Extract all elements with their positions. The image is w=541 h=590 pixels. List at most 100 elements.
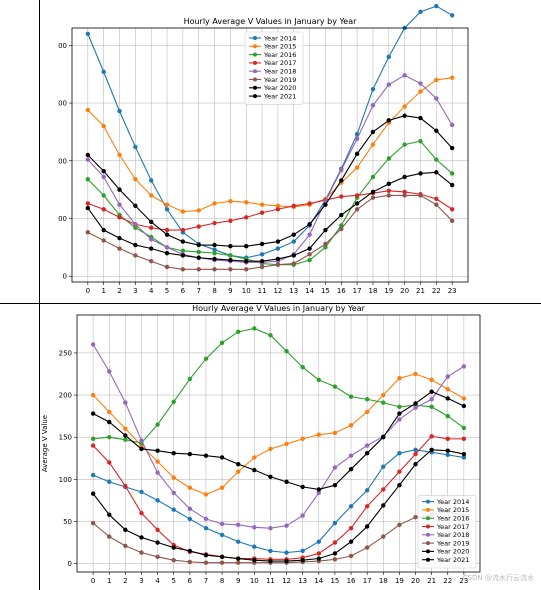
data-point <box>413 515 418 520</box>
data-point <box>413 451 418 457</box>
legend-entry: Year 2014 <box>422 498 469 506</box>
data-point <box>155 498 160 503</box>
x-tick-label: 23 <box>459 577 468 585</box>
data-point <box>196 242 201 248</box>
y-tick-label: 00 <box>58 157 67 165</box>
data-point <box>354 165 360 170</box>
x-tick-label: 18 <box>368 287 377 295</box>
y-tick-label: 50 <box>63 518 72 526</box>
x-tick-label: 13 <box>289 287 298 295</box>
data-point <box>101 123 106 129</box>
data-point <box>85 31 91 36</box>
data-point <box>397 469 402 474</box>
data-point <box>180 227 186 233</box>
data-point <box>117 187 122 192</box>
data-point <box>149 225 154 230</box>
legend-swatch-marker <box>253 36 257 40</box>
x-tick-label: 0 <box>86 287 90 295</box>
data-point <box>107 419 112 425</box>
data-point <box>228 218 233 224</box>
data-point <box>180 253 186 258</box>
data-point <box>164 250 170 256</box>
data-point <box>429 389 434 394</box>
data-point <box>85 205 91 211</box>
data-point <box>123 400 128 405</box>
data-point <box>461 455 467 460</box>
data-point <box>386 82 391 87</box>
x-tick-label: 4 <box>149 287 154 295</box>
data-point <box>180 209 186 214</box>
data-point <box>291 203 296 208</box>
data-point <box>123 527 128 533</box>
legend-label: Year 2021 <box>263 92 296 100</box>
data-point <box>348 553 354 559</box>
x-tick-label: 22 <box>443 577 452 585</box>
data-point <box>101 227 106 233</box>
series-line-year-2014 <box>87 5 453 259</box>
data-point <box>332 551 338 556</box>
data-point <box>284 523 289 528</box>
data-point <box>445 386 450 392</box>
data-point <box>268 548 273 554</box>
legend-label: Year 2017 <box>436 523 469 531</box>
data-point <box>133 203 138 208</box>
x-tick-label: 13 <box>298 577 307 585</box>
data-point <box>418 81 423 86</box>
data-point <box>259 210 265 215</box>
data-point <box>348 453 354 458</box>
legend-swatch-marker <box>426 516 430 521</box>
data-point <box>90 472 96 478</box>
data-point <box>434 157 439 162</box>
data-point <box>291 239 296 244</box>
data-point <box>90 392 96 398</box>
data-point <box>196 208 201 213</box>
data-point <box>85 107 91 113</box>
data-point <box>187 548 193 554</box>
x-tick-label: 22 <box>432 287 441 295</box>
series-line-year-2014 <box>92 449 464 554</box>
data-point <box>244 259 249 264</box>
data-point <box>155 448 160 453</box>
data-point <box>196 249 201 255</box>
data-point <box>300 436 305 442</box>
data-point <box>196 255 201 260</box>
data-point <box>449 145 455 151</box>
data-point <box>219 455 225 460</box>
data-point <box>323 245 328 250</box>
data-point <box>402 193 407 198</box>
data-point <box>381 534 386 539</box>
data-point <box>307 201 312 206</box>
data-point <box>339 226 344 232</box>
data-point <box>85 177 91 182</box>
data-point <box>397 450 402 456</box>
data-point <box>212 250 217 256</box>
legend-entry: Year 2021 <box>422 556 469 564</box>
data-point <box>339 178 344 183</box>
y-tick-label: 200 <box>59 392 72 400</box>
data-point <box>259 264 265 270</box>
y-tick-label: 0 <box>68 560 72 568</box>
data-point <box>133 177 138 182</box>
x-tick-label: 17 <box>353 287 362 295</box>
data-point <box>381 434 386 440</box>
chart-bottom: 0 1 2 3 4 5 6 7 8 9 10 11 12 13 14 15 16 17 18 19 20 21 22 2305… <box>41 304 481 585</box>
data-point <box>155 459 160 464</box>
data-point <box>90 342 96 347</box>
data-point <box>101 238 106 243</box>
legend-label: Year 2018 <box>436 531 469 539</box>
data-point <box>386 118 391 123</box>
data-point <box>348 525 354 531</box>
legend-label: Year 2019 <box>436 539 469 547</box>
series-line-year-2016 <box>93 327 465 444</box>
data-point <box>275 239 281 244</box>
data-point <box>429 404 434 410</box>
data-point <box>149 193 154 198</box>
x-tick-label: 2 <box>117 287 121 295</box>
data-point <box>364 397 370 402</box>
data-point <box>332 384 338 389</box>
data-point <box>107 512 112 517</box>
legend-swatch-marker <box>426 524 430 529</box>
data-point <box>307 222 312 227</box>
legend-label: Year 2016 <box>263 51 296 59</box>
